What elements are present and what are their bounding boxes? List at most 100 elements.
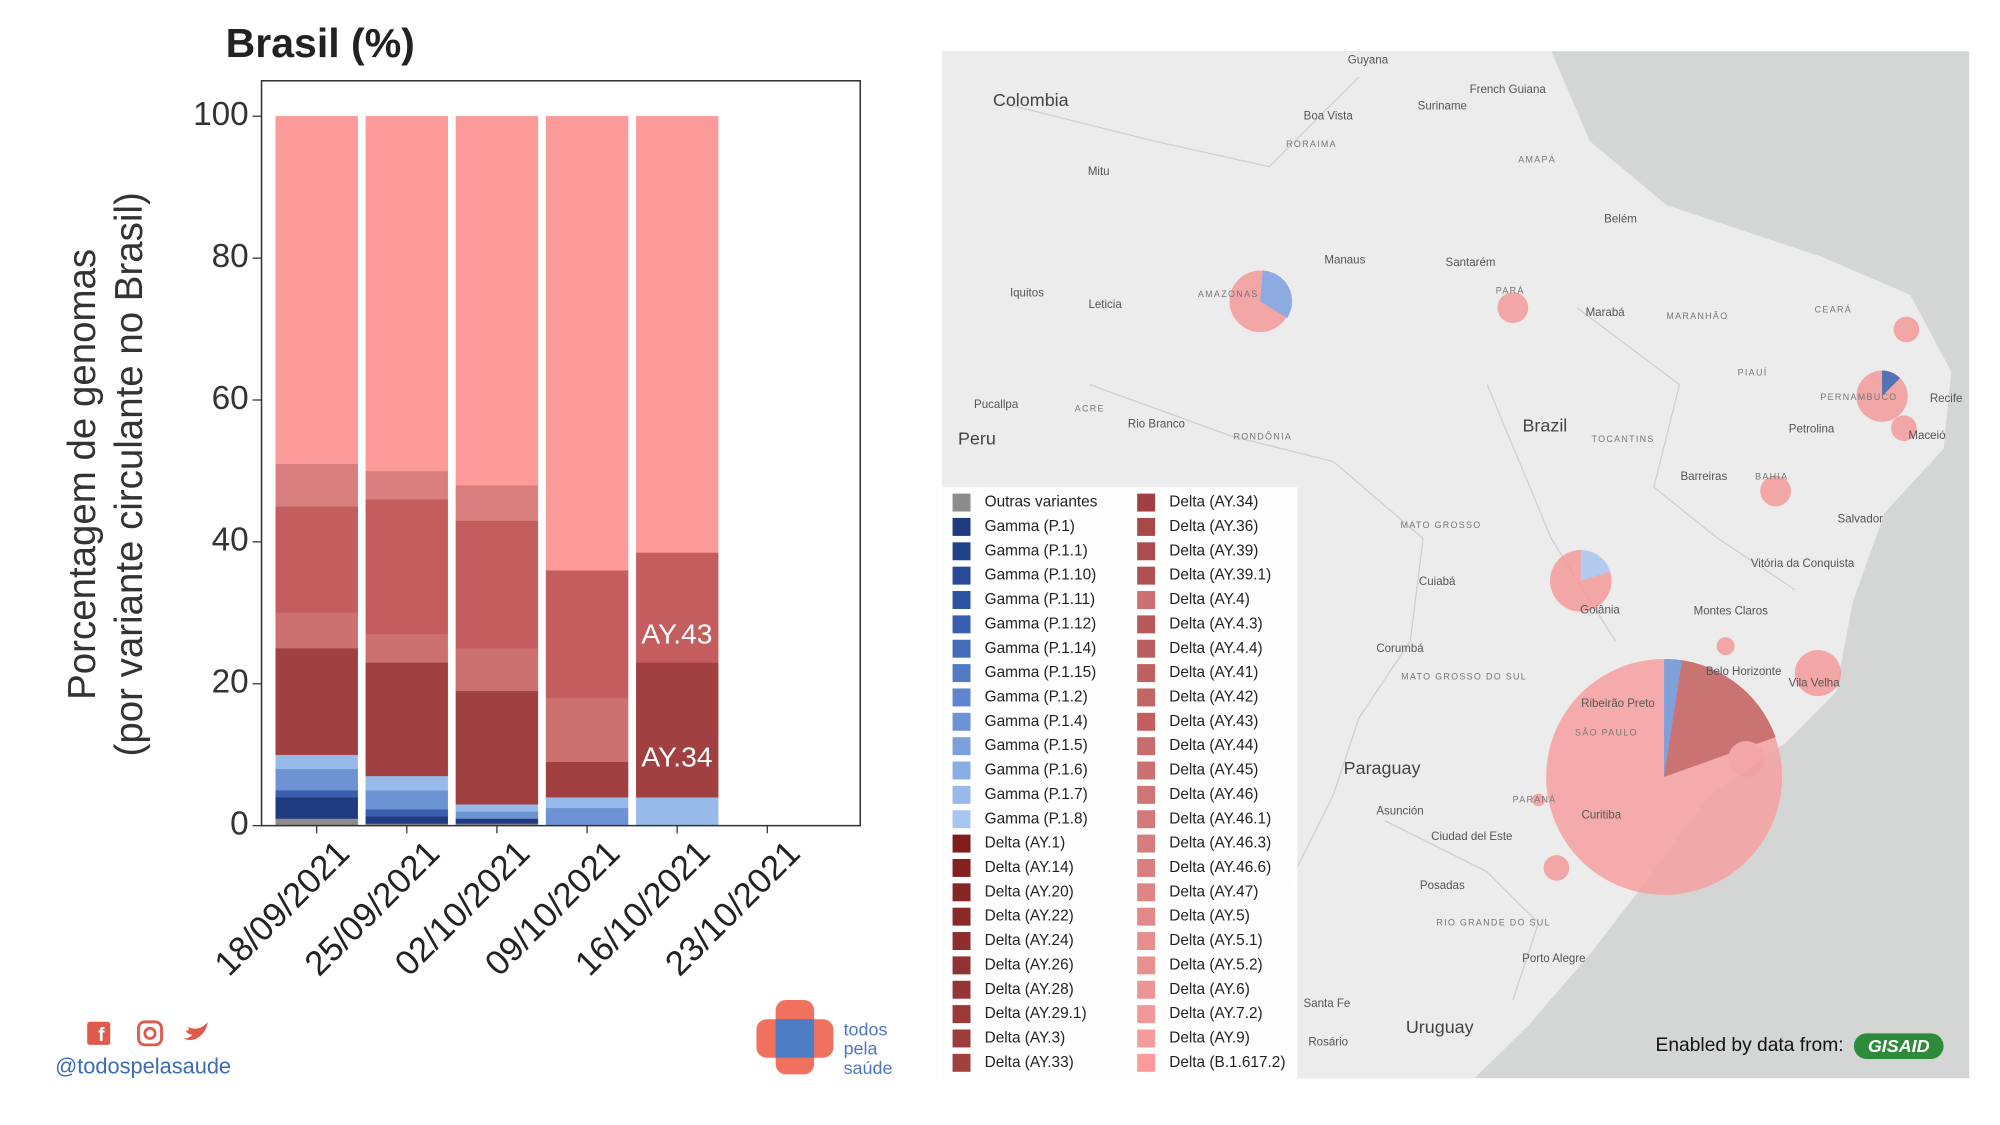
y-tick-label: 40 xyxy=(212,522,249,559)
svg-text:f: f xyxy=(98,1025,105,1046)
legend-swatch xyxy=(1137,956,1156,975)
map-label: Goiânia xyxy=(1580,604,1620,616)
map-label: AMAZONAS xyxy=(1198,289,1259,299)
legend-label: Delta (AY.39) xyxy=(1169,542,1258,559)
legend-swatch xyxy=(1137,566,1156,585)
chart-title: Brasil (%) xyxy=(226,20,415,66)
legend-swatch xyxy=(1137,615,1156,634)
annotation: AY.34 xyxy=(641,740,712,772)
map-label: Belém xyxy=(1604,213,1637,225)
legend-swatch xyxy=(952,883,971,902)
bar-segment xyxy=(545,116,629,571)
map-label: Boa Vista xyxy=(1304,111,1354,123)
legend: Outras variantes Gamma (P.1) Gamma (P.1.1)… xyxy=(952,493,1285,1072)
map-label: Rosário xyxy=(1308,1036,1348,1048)
legend-label: Delta (AY.20) xyxy=(985,883,1074,900)
map-label: Leticia xyxy=(1088,299,1122,311)
plot: 02040608010018/09/202125/09/202102/10/20… xyxy=(193,96,808,983)
facebook-icon[interactable] xyxy=(87,1021,111,1045)
legend-swatch xyxy=(1137,785,1156,804)
map-label: Pucallpa xyxy=(974,399,1019,411)
bar-segment xyxy=(365,775,449,791)
legend-swatch xyxy=(1137,1029,1156,1048)
legend-label: Delta (AY.14) xyxy=(985,859,1074,876)
map-label: BAHIA xyxy=(1755,471,1788,481)
legend-label: Delta (AY.6) xyxy=(1169,981,1250,998)
legend-swatch xyxy=(952,907,971,926)
legend-swatch xyxy=(1137,883,1156,902)
map-label: Ciudad del Este xyxy=(1431,831,1512,843)
map-label: Iquitos xyxy=(1010,288,1044,300)
map-label: RIO GRANDE DO SUL xyxy=(1436,917,1550,927)
bar-segment xyxy=(455,811,539,819)
bar-segment xyxy=(635,116,719,553)
legend-swatch xyxy=(1137,1053,1156,1072)
credit: Enabled by data from: xyxy=(1656,1035,1844,1056)
legend-swatch xyxy=(952,785,971,804)
map-label: Santa Fe xyxy=(1304,998,1351,1010)
legend-swatch xyxy=(952,639,971,658)
borders xyxy=(999,76,1796,1001)
legend-swatch xyxy=(1137,858,1156,877)
legend-swatch xyxy=(1137,810,1156,829)
map-label: Santarém xyxy=(1446,257,1496,269)
legend-swatch xyxy=(952,591,971,609)
bar-segment xyxy=(365,633,449,663)
legend-label: Delta (AY.36) xyxy=(1169,518,1258,535)
map-label: PERNAMBUCO xyxy=(1820,392,1897,402)
map-label: CEARÁ xyxy=(1815,305,1852,315)
legend-swatch xyxy=(952,1053,971,1072)
map-label: Corumbá xyxy=(1376,643,1424,655)
legend-swatch xyxy=(952,566,971,585)
legend-label: Delta (AY.1) xyxy=(985,835,1066,852)
bar-segment xyxy=(365,662,449,777)
legend-label: Gamma (P.1.14) xyxy=(985,640,1097,657)
legend-label: Gamma (P.1.11) xyxy=(985,591,1096,608)
annotation: AY.43 xyxy=(641,617,712,649)
map-label: Petrolina xyxy=(1789,424,1835,436)
legend-label: Gamma (P.1) xyxy=(985,518,1075,535)
legend-label: Delta (AY.43) xyxy=(1169,713,1258,730)
map-label: Posadas xyxy=(1420,880,1465,892)
y-axis-label: Porcentagem de genomas xyxy=(61,249,104,700)
legend-label: Gamma (P.1.15) xyxy=(985,664,1097,681)
legend-label: Outras variantes xyxy=(985,494,1098,511)
bar-segment xyxy=(365,116,449,472)
map-label: Paraguay xyxy=(1344,758,1421,778)
legend-label: Delta (AY.39.1) xyxy=(1169,567,1271,584)
legend-label: Gamma (P.1.5) xyxy=(985,737,1088,754)
map-label: TOCANTINS xyxy=(1591,434,1654,444)
legend-label: Delta (B.1.617.2) xyxy=(1169,1054,1285,1071)
bar-segment xyxy=(275,463,358,507)
social-icons: f xyxy=(87,1020,208,1047)
legend-label: Delta (AY.7.2) xyxy=(1169,1005,1262,1022)
map-label: Montes Claros xyxy=(1694,606,1768,618)
bar-segment xyxy=(275,612,358,649)
legend-swatch xyxy=(1137,980,1156,999)
pies xyxy=(1229,270,1920,895)
legend-label: Delta (AY.46.6) xyxy=(1169,859,1271,876)
bar-segment xyxy=(275,116,358,465)
map-label: Mitu xyxy=(1088,166,1110,178)
legend-label: Gamma (P.1.4) xyxy=(985,713,1088,730)
legend-label: Delta (AY.47) xyxy=(1169,883,1258,900)
twitter-icon[interactable] xyxy=(183,1021,208,1041)
y-tick-label: 0 xyxy=(230,805,249,842)
map-label: French Guiana xyxy=(1470,84,1547,96)
bar-segment xyxy=(545,697,629,762)
legend-label: Delta (AY.28) xyxy=(985,981,1074,998)
legend-label: Gamma (P.1.6) xyxy=(985,762,1088,779)
map-label: Curitiba xyxy=(1581,809,1621,821)
bar-segment xyxy=(455,520,539,649)
map-label: Ribeirão Preto xyxy=(1581,698,1655,710)
y-tick-label: 80 xyxy=(212,238,249,275)
instagram-icon[interactable] xyxy=(137,1020,163,1047)
legend-label: Delta (AY.5.2) xyxy=(1169,956,1262,973)
legend-swatch xyxy=(952,761,971,780)
logo-text: pela xyxy=(844,1039,878,1059)
map-label: MATO GROSSO xyxy=(1401,520,1482,530)
bar-segment xyxy=(635,797,719,826)
bar-segment xyxy=(545,761,629,798)
legend-label: Delta (AY.4.4) xyxy=(1169,640,1262,657)
